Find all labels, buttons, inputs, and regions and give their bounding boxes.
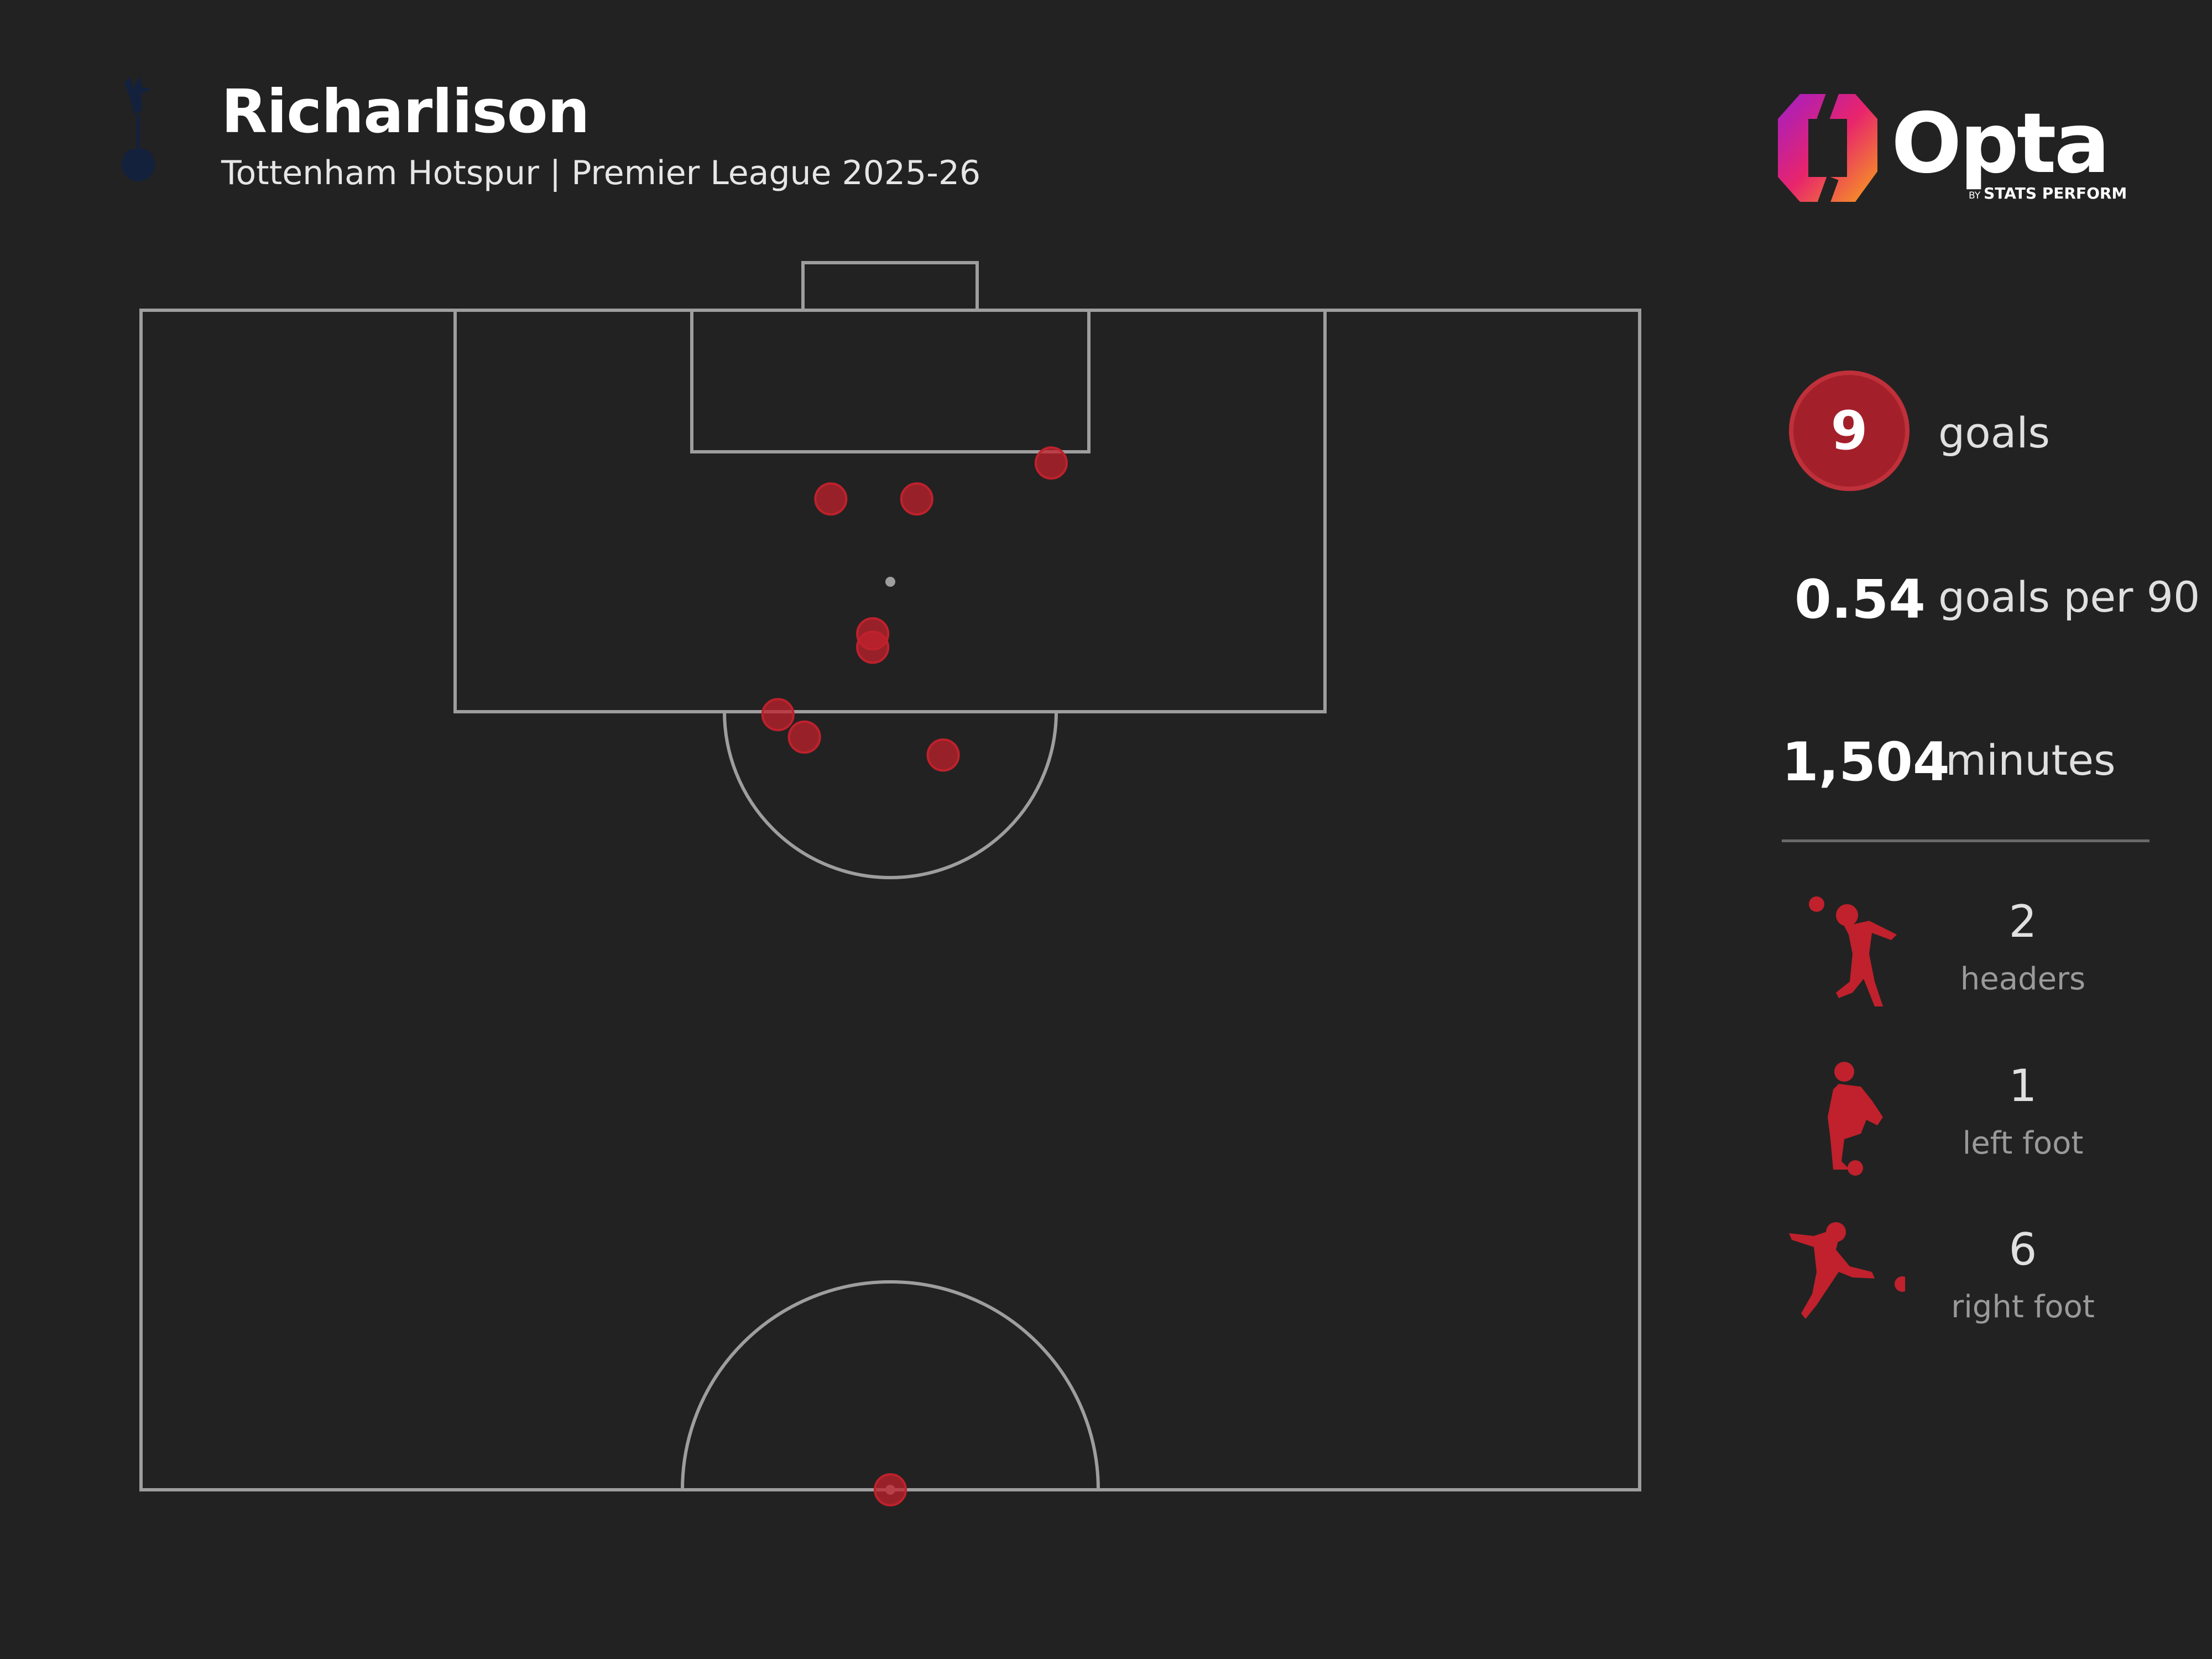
right-foot-label: right foot — [1951, 1289, 2095, 1325]
club-crest-icon — [122, 75, 155, 181]
goal-marker — [761, 698, 795, 732]
goal-marker — [787, 720, 821, 754]
team-competition-subtitle: Tottenham Hotspur | Premier League 2025-… — [221, 154, 981, 192]
stats-divider — [1782, 839, 2150, 842]
goals-label: goals — [1938, 408, 2051, 457]
left-foot-player-icon — [1828, 1062, 1883, 1176]
minutes-label: minutes — [1945, 735, 2116, 785]
goal-marker — [814, 482, 848, 516]
goal-marker — [900, 482, 933, 516]
penalty-area — [453, 309, 1327, 713]
header-player-icon — [1809, 896, 1897, 1006]
goals-per-90-value: 0.54 — [1794, 568, 1926, 630]
right-foot-count: 6 — [2008, 1224, 2037, 1275]
goals-per-90-label: goals per 90 — [1938, 572, 2200, 622]
minutes-value: 1,504 — [1782, 731, 1950, 793]
left-foot-label: left foot — [1962, 1125, 2084, 1161]
centre-circle — [681, 1280, 1100, 1490]
goal-frame — [801, 261, 979, 312]
penalty-spot — [885, 577, 895, 587]
total-goals-badge: 9 — [1789, 371, 1910, 491]
brand-wordmark: Opta — [1891, 96, 2110, 192]
brand-tagline: BY STATS PERFORM — [1969, 184, 2127, 202]
goal-markers — [761, 446, 1068, 1506]
opta-logo-icon — [1778, 88, 1877, 210]
goal-marker — [856, 630, 890, 664]
headers-label: headers — [1960, 961, 2086, 997]
goal-marker — [926, 738, 960, 772]
six-yard-box — [690, 309, 1091, 453]
goal-marker — [874, 1473, 907, 1506]
goal-marker — [1034, 446, 1068, 480]
penalty-arc — [723, 711, 1058, 879]
headers-count: 2 — [2008, 896, 2037, 947]
left-foot-count: 1 — [2008, 1060, 2037, 1112]
right-foot-player-icon — [1789, 1222, 1905, 1319]
player-name-title: Richarlison — [221, 77, 590, 147]
brand-company: STATS PERFORM — [1984, 184, 2127, 202]
pitch-outline — [139, 309, 1641, 1491]
brand-by: BY — [1969, 190, 1981, 201]
